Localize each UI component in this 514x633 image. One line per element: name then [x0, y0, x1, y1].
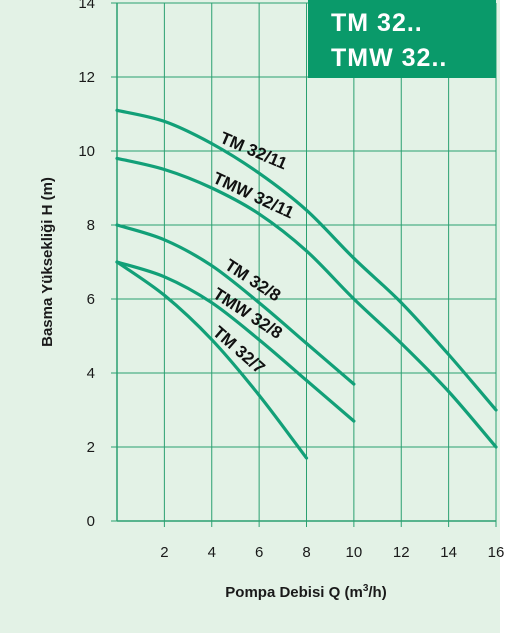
x-tick-label: 14: [440, 544, 457, 561]
x-tick-label: 2: [160, 544, 168, 561]
y-tick-label: 14: [78, 0, 95, 12]
axes: 2 4 6 8 10 12 14 16 0 2 4 6 8 10 12 14: [78, 0, 504, 561]
curve-tm-32-11: [115, 108, 498, 412]
title-badge-line-2: TMW 32..: [331, 44, 447, 72]
x-axis-title: Pompa Debisi Q (m3/h): [225, 583, 386, 601]
x-axis-title-tail: /h): [368, 584, 386, 601]
title-badge-line-1: TM 32..: [331, 9, 423, 37]
x-tick-label: 12: [393, 544, 410, 561]
x-axis-title-main: Pompa Debisi Q (m: [225, 584, 363, 601]
title-badge: TM 32.. TMW 32..: [308, 0, 496, 78]
curve-tmw-32-11: [115, 156, 498, 449]
y-tick-label: 4: [87, 365, 95, 382]
curve-tm-32-8: [115, 223, 356, 386]
title-badge-background: [308, 0, 496, 78]
curves: [115, 108, 498, 460]
y-tick-label: 8: [87, 217, 95, 234]
curve-tm-32-7: [115, 260, 309, 460]
x-tick-label: 6: [255, 544, 263, 561]
y-tick-label: 0: [87, 513, 95, 530]
y-axis-title: Basma Yüksekliği H (m): [39, 177, 56, 347]
x-tick-label: 10: [346, 544, 363, 561]
x-axis-title-superscript: 3: [363, 583, 369, 594]
grid: [117, 2, 497, 521]
y-tick-label: 6: [87, 291, 95, 308]
y-tick-label: 12: [78, 69, 95, 86]
x-tick-label: 8: [302, 544, 310, 561]
y-tick-label: 2: [87, 439, 95, 456]
x-tick-label: 16: [488, 544, 505, 561]
curve-tmw-32-8: [115, 260, 356, 423]
x-tick-label: 4: [208, 544, 216, 561]
y-tick-label: 10: [78, 143, 95, 160]
chart-background: [0, 0, 500, 633]
